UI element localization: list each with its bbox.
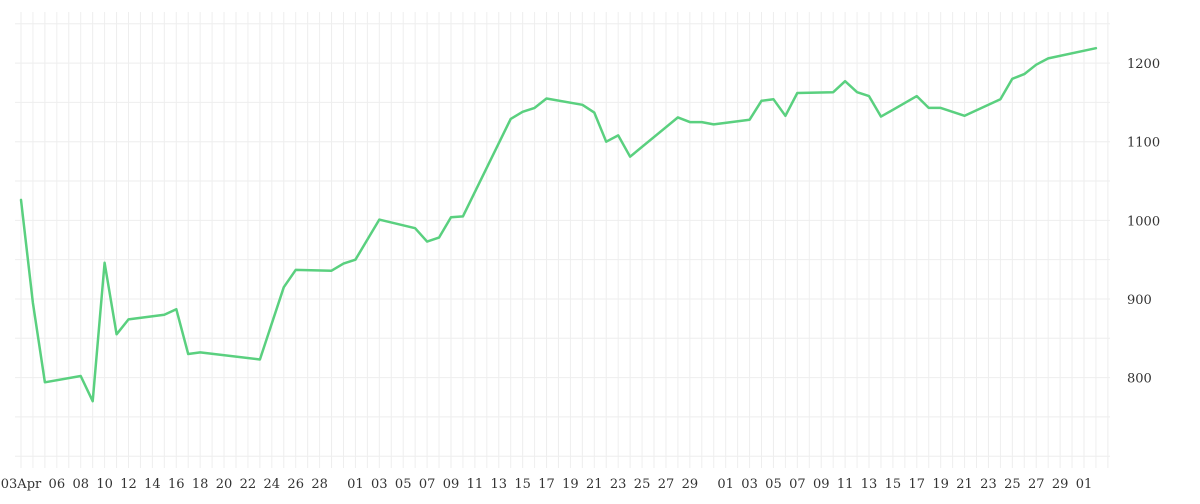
x-tick-label: 18	[192, 477, 209, 492]
x-tick-label: 19	[562, 477, 579, 492]
x-tick-label: 25	[634, 477, 651, 492]
x-tick-label: 21	[956, 477, 973, 492]
x-axis: 03Apr 06 08 10 12 14 16 18 20 22 24 26 28 01 03 05 07 09 1…	[1, 477, 1093, 492]
series-layer	[19, 46, 1098, 403]
y-tick-label: 1000	[1127, 214, 1160, 229]
x-tick-label: 16	[168, 477, 185, 492]
x-tick-label: 19	[932, 477, 949, 492]
x-tick-label: 03	[741, 477, 758, 492]
x-tick-label: 25	[1004, 477, 1021, 492]
x-tick-label: 09	[443, 477, 460, 492]
x-tick-label: 13	[490, 477, 507, 492]
x-tick-label: 27	[658, 477, 675, 492]
x-tick-label: 08	[72, 477, 89, 492]
x-tick-label: 15	[514, 477, 531, 492]
x-tick-label: 29	[682, 477, 699, 492]
horizontal-grid	[15, 23, 1110, 457]
series-line-0	[19, 46, 1098, 403]
x-tick-label: 03	[371, 477, 388, 492]
x-tick-label: 07	[789, 477, 806, 492]
x-tick-label: 24	[264, 477, 281, 492]
x-tick-label: 21	[586, 477, 603, 492]
x-tick-label: 12	[120, 477, 137, 492]
x-tick-label: 20	[216, 477, 233, 492]
x-tick-label: 23	[980, 477, 997, 492]
x-tick-label: 05	[395, 477, 412, 492]
x-tick-label: 06	[49, 477, 66, 492]
x-tick-label: 22	[240, 477, 257, 492]
x-tick-label: 07	[419, 477, 436, 492]
x-tick-label: 14	[144, 477, 161, 492]
x-tick-label: 29	[1052, 477, 1069, 492]
x-tick-label: 17	[909, 477, 926, 492]
x-tick-label: 10	[96, 477, 113, 492]
y-tick-label: 1100	[1127, 136, 1160, 151]
x-tick-label: 01	[1076, 477, 1093, 492]
x-tick-label: 03Apr	[1, 477, 42, 492]
x-tick-label: 26	[287, 477, 304, 492]
x-tick-label: 01	[347, 477, 364, 492]
y-tick-label: 800	[1127, 372, 1152, 387]
x-tick-label: 05	[765, 477, 782, 492]
vertical-grid	[20, 12, 1109, 468]
x-tick-label: 23	[610, 477, 627, 492]
x-tick-label: 28	[311, 477, 328, 492]
x-tick-label: 17	[538, 477, 555, 492]
x-tick-label: 11	[837, 477, 854, 492]
x-tick-label: 27	[1028, 477, 1045, 492]
y-axis: 800 900 1000 1100 1200	[1127, 57, 1160, 386]
x-tick-label: 01	[717, 477, 734, 492]
x-tick-label: 09	[813, 477, 830, 492]
x-tick-label: 13	[861, 477, 878, 492]
y-tick-label: 1200	[1127, 57, 1160, 72]
x-tick-label: 15	[885, 477, 902, 492]
x-tick-label: 11	[467, 477, 484, 492]
y-tick-label: 900	[1127, 293, 1152, 308]
